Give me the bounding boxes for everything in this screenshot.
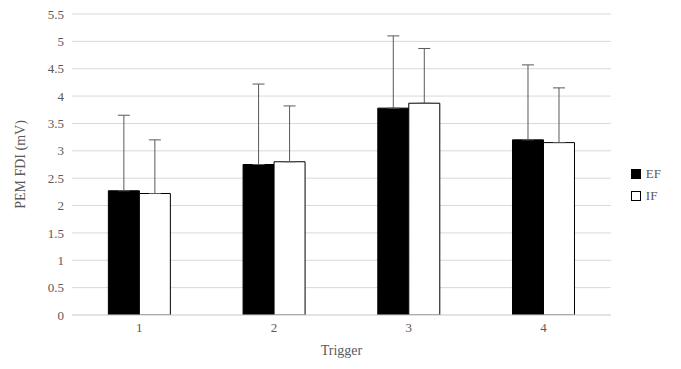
svg-text:3.5: 3.5 [48,116,64,131]
svg-text:0: 0 [58,308,65,323]
svg-text:1.5: 1.5 [48,226,64,241]
svg-text:3: 3 [406,320,413,335]
html-text:IF: IF [645,187,658,203]
svg-text:0.5: 0.5 [48,280,64,295]
svg-text:Trigger: Trigger [321,343,363,358]
svg-text:1: 1 [136,320,143,335]
svg-text:4: 4 [58,89,65,104]
svg-text:4.5: 4.5 [48,61,64,76]
svg-text:PEM FDI (mV): PEM FDI (mV) [13,120,29,209]
svg-text:2.5: 2.5 [48,171,64,186]
svg-text:2: 2 [58,198,65,213]
svg-text:4: 4 [540,320,547,335]
svg-text:1: 1 [58,253,65,268]
svg-text:5: 5 [58,34,65,49]
svg-text:2: 2 [271,320,278,335]
html-text:EF: EF [645,165,661,181]
svg-text:3: 3 [58,143,65,158]
svg-text:5.5: 5.5 [48,7,64,22]
